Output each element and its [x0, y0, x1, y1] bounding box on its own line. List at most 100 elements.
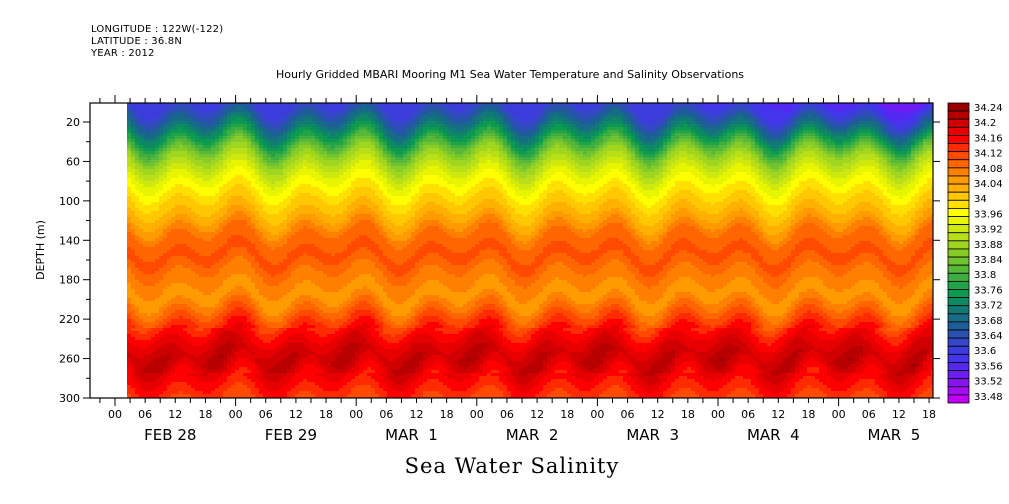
heatmap-cell	[219, 349, 224, 353]
heatmap-cell	[147, 178, 152, 182]
heatmap-cell	[215, 130, 220, 134]
heatmap-cell	[303, 268, 308, 272]
heatmap-cell	[223, 148, 228, 152]
heatmap-cell	[275, 145, 280, 149]
heatmap-cell	[147, 214, 152, 218]
heatmap-cell	[299, 262, 304, 266]
heatmap-cell	[271, 355, 276, 359]
heatmap-cell	[143, 334, 148, 338]
heatmap-cell	[191, 310, 196, 314]
heatmap-cell	[195, 151, 200, 155]
heatmap-cell	[211, 268, 216, 272]
heatmap-cell	[239, 172, 244, 176]
heatmap-cell	[235, 163, 240, 167]
heatmap-cell	[167, 217, 172, 221]
heatmap-cell	[147, 124, 152, 128]
heatmap-cell	[255, 244, 260, 248]
heatmap-cell	[251, 346, 256, 350]
heatmap-cell	[239, 307, 244, 311]
heatmap-cell	[219, 193, 224, 197]
heatmap-cell	[259, 376, 264, 380]
heatmap-cell	[251, 391, 256, 395]
heatmap-cell	[171, 355, 176, 359]
heatmap-cell	[175, 388, 180, 392]
heatmap-cell	[307, 214, 312, 218]
heatmap-cell	[295, 244, 300, 248]
heatmap-cell	[207, 265, 212, 269]
heatmap-cell	[263, 205, 268, 209]
heatmap-cell	[251, 106, 256, 110]
heatmap-cell	[219, 178, 224, 182]
heatmap-cell	[187, 238, 192, 242]
heatmap-cell	[279, 196, 284, 200]
heatmap-cell	[267, 121, 272, 125]
heatmap-cell	[307, 316, 312, 320]
heatmap-cell	[235, 253, 240, 257]
heatmap-cell	[315, 154, 320, 158]
heatmap-cell	[307, 223, 312, 227]
heatmap-cell	[235, 343, 240, 347]
heatmap-cell	[243, 148, 248, 152]
heatmap-cell	[235, 223, 240, 227]
heatmap-cell	[143, 361, 148, 365]
heatmap-cell	[271, 286, 276, 290]
heatmap-cell	[207, 373, 212, 377]
heatmap-cell	[167, 256, 172, 260]
heatmap-cell	[267, 355, 272, 359]
heatmap-cell	[303, 160, 308, 164]
heatmap-cell	[155, 211, 160, 215]
heatmap-cell	[207, 232, 212, 236]
heatmap-cell	[307, 124, 312, 128]
heatmap-cell	[191, 280, 196, 284]
heatmap-cell	[215, 238, 220, 242]
heatmap-cell	[127, 160, 132, 164]
heatmap-cell	[247, 346, 252, 350]
heatmap-cell	[263, 331, 268, 335]
heatmap-cell	[183, 319, 188, 323]
heatmap-cell	[271, 121, 276, 125]
heatmap-cell	[203, 154, 208, 158]
heatmap-cell	[163, 340, 168, 344]
heatmap-cell	[175, 289, 180, 293]
heatmap-cell	[279, 388, 284, 392]
heatmap-cell	[175, 121, 180, 125]
heatmap-cell	[211, 316, 216, 320]
heatmap-cell	[127, 358, 132, 362]
heatmap-cell	[175, 175, 180, 179]
heatmap-cell	[319, 262, 324, 266]
heatmap-cell	[147, 313, 152, 317]
heatmap-cell	[307, 313, 312, 317]
heatmap-cell	[255, 202, 260, 206]
heatmap-cell	[243, 178, 248, 182]
heatmap-cell	[127, 256, 132, 260]
heatmap-cell	[299, 382, 304, 386]
heatmap-cell	[183, 280, 188, 284]
heatmap-cell	[251, 130, 256, 134]
heatmap-cell	[323, 307, 328, 311]
heatmap-cell	[311, 190, 316, 194]
heatmap-cell	[247, 235, 252, 239]
heatmap-cell	[227, 151, 232, 155]
heatmap-cell	[143, 196, 148, 200]
heatmap-cell	[139, 217, 144, 221]
heatmap-cell	[159, 136, 164, 140]
heatmap-cell	[211, 250, 216, 254]
heatmap-cell	[175, 313, 180, 317]
heatmap-cell	[271, 163, 276, 167]
heatmap-cell	[255, 124, 260, 128]
heatmap-cell	[259, 328, 264, 332]
heatmap-cell	[135, 379, 140, 383]
heatmap-cell	[231, 163, 236, 167]
heatmap-cell	[223, 355, 228, 359]
heatmap-cell	[291, 229, 296, 233]
heatmap-cell	[295, 133, 300, 137]
heatmap-cell	[263, 211, 268, 215]
heatmap-cell	[243, 394, 248, 398]
heatmap-cell	[227, 223, 232, 227]
heatmap-cell	[267, 382, 272, 386]
heatmap-cell	[171, 112, 176, 116]
heatmap-cell	[247, 373, 252, 377]
heatmap-cell	[175, 250, 180, 254]
heatmap-cell	[151, 358, 156, 362]
heatmap-cell	[135, 220, 140, 224]
